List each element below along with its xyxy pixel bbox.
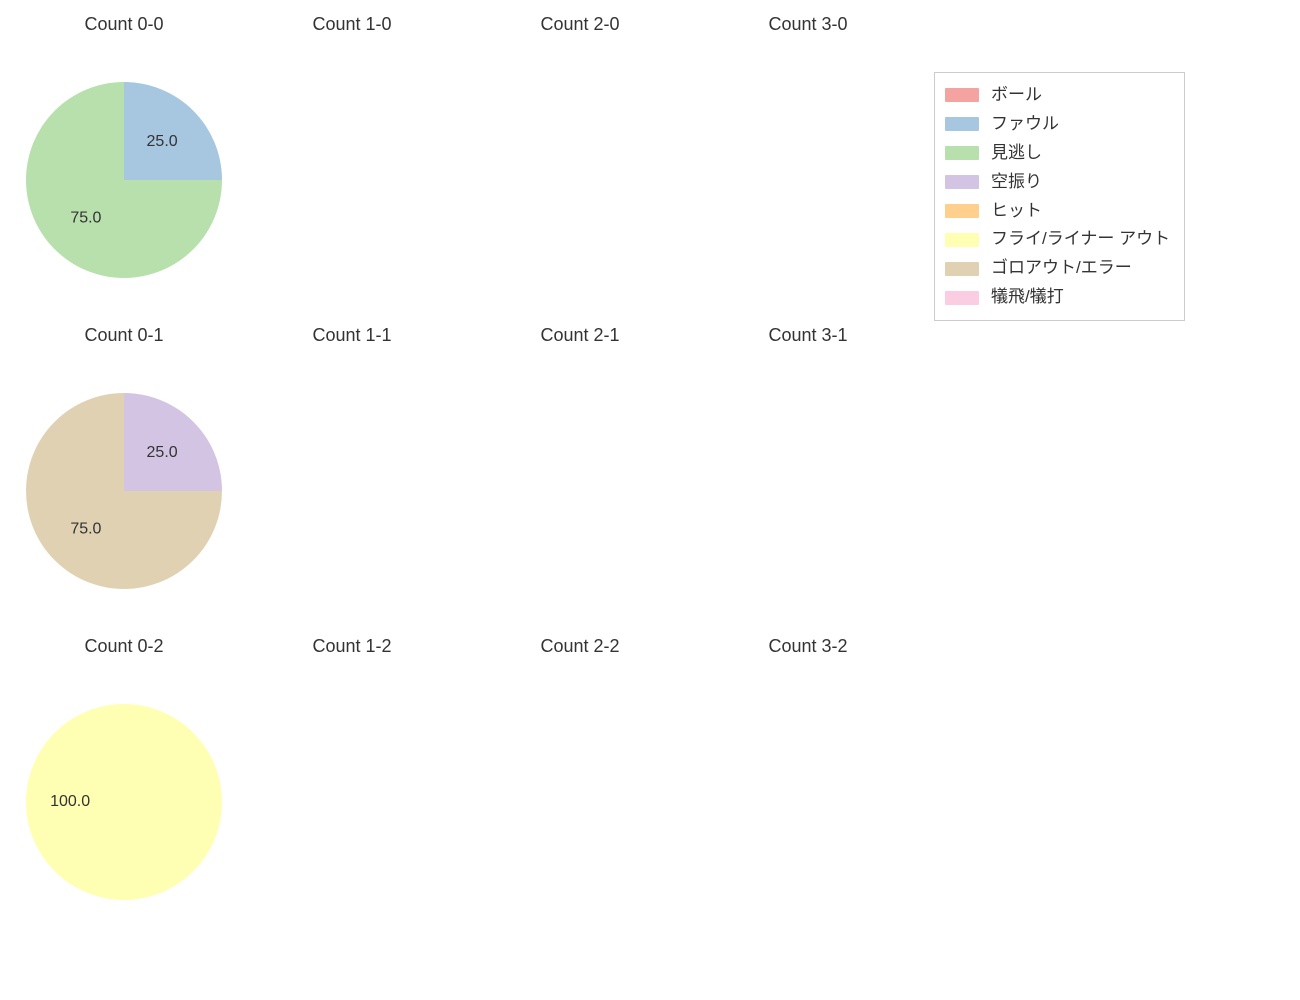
- legend-label: ゴロアウト/エラー: [991, 254, 1132, 283]
- subplot: Count 3-2: [694, 622, 922, 933]
- legend-swatch: [945, 204, 979, 218]
- pie-slice: [124, 82, 222, 180]
- legend-label: ヒット: [991, 197, 1042, 226]
- pie-slice-label: 100.0: [50, 794, 90, 811]
- subplot-title: Count 2-2: [466, 636, 694, 657]
- legend-item: 空振り: [945, 168, 1170, 197]
- legend-swatch: [945, 88, 979, 102]
- subplot: Count 3-0: [694, 0, 922, 311]
- pie-slice: [124, 393, 222, 491]
- legend-label: 空振り: [991, 168, 1042, 197]
- legend-swatch: [945, 291, 979, 305]
- legend-item: ゴロアウト/エラー: [945, 254, 1170, 283]
- pie-slice-label: 25.0: [147, 133, 178, 150]
- legend-swatch: [945, 233, 979, 247]
- subplot-title: Count 3-2: [694, 636, 922, 657]
- subplot-title: Count 1-0: [238, 14, 466, 35]
- pie-slice-label: 75.0: [70, 210, 101, 227]
- subplot: Count 2-2: [466, 622, 694, 933]
- subplot-title: Count 3-0: [694, 14, 922, 35]
- legend-label: ボール: [991, 81, 1042, 110]
- subplot: Count 2-0: [466, 0, 694, 311]
- subplot: Count 2-1: [466, 311, 694, 622]
- pie-slice-label: 25.0: [147, 444, 178, 461]
- subplot-title: Count 2-0: [466, 14, 694, 35]
- pie-chart: 25.0 75.0: [26, 393, 222, 589]
- subplot-title: Count 0-1: [10, 325, 238, 346]
- legend-swatch: [945, 175, 979, 189]
- subplot: Count 3-1: [694, 311, 922, 622]
- subplot-title: Count 3-1: [694, 325, 922, 346]
- pie-slice-label: 75.0: [70, 521, 101, 538]
- legend-swatch: [945, 117, 979, 131]
- subplot: Count 0-2 100.0: [10, 622, 238, 933]
- subplot-title: Count 0-0: [10, 14, 238, 35]
- legend-label: ファウル: [991, 110, 1059, 139]
- legend-swatch: [945, 146, 979, 160]
- legend-item: フライ/ライナー アウト: [945, 225, 1170, 254]
- subplot: Count 1-2: [238, 622, 466, 933]
- legend-item: ボール: [945, 81, 1170, 110]
- chart-canvas: Count 0-025.075.0Count 1-0Count 2-0Count…: [0, 0, 1300, 1000]
- subplot-title: Count 2-1: [466, 325, 694, 346]
- subplot: Count 0-0 25.0 75.0: [10, 0, 238, 311]
- subplot: Count 1-0: [238, 0, 466, 311]
- subplot-title: Count 1-2: [238, 636, 466, 657]
- subplot-title: Count 0-2: [10, 636, 238, 657]
- subplot: Count 0-1 25.0 75.0: [10, 311, 238, 622]
- legend-label: 犠飛/犠打: [991, 283, 1064, 312]
- legend-label: フライ/ライナー アウト: [991, 225, 1170, 254]
- legend: ボールファウル見逃し空振りヒットフライ/ライナー アウトゴロアウト/エラー犠飛/…: [934, 72, 1185, 321]
- legend-item: 見逃し: [945, 139, 1170, 168]
- legend-swatch: [945, 262, 979, 276]
- subplot-title: Count 1-1: [238, 325, 466, 346]
- legend-item: ヒット: [945, 197, 1170, 226]
- pie-chart: 25.0 75.0: [26, 82, 222, 278]
- subplot: Count 1-1: [238, 311, 466, 622]
- legend-item: ファウル: [945, 110, 1170, 139]
- pie-chart: 100.0: [26, 704, 222, 900]
- legend-item: 犠飛/犠打: [945, 283, 1170, 312]
- legend-label: 見逃し: [991, 139, 1042, 168]
